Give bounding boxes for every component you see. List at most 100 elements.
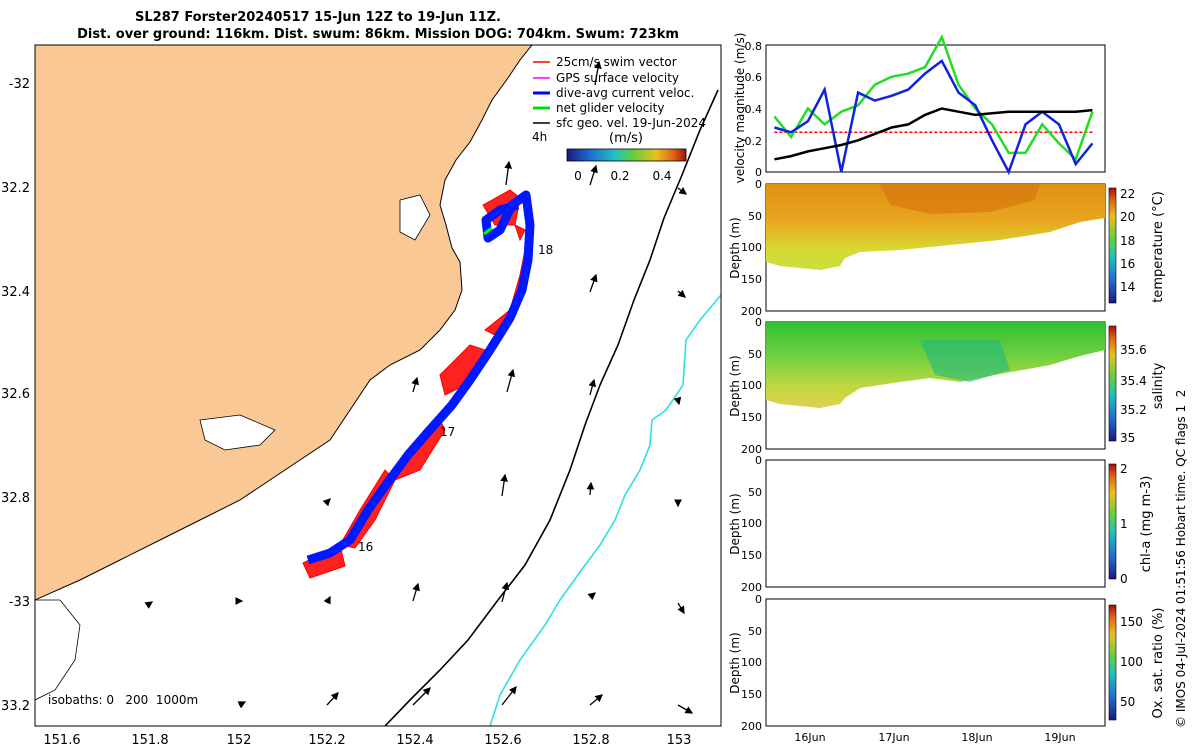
sal-cbar-tick: 35 [1120,431,1135,445]
salinity-cbar-label: salinity [1151,362,1166,409]
depth-tick: 0 [755,593,762,606]
chla-cbar-tick: 2 [1120,462,1128,476]
oxygen-ylabel: Depth (m) [728,632,742,693]
chla-panel: Depth (m) 0 50 100 150 200 2 1 0 chl-a (… [728,454,1154,594]
map-panel: 16 17 18 [1,44,722,748]
velocity-panel: velocity magnitude (m/s) 0 0.2 0.4 0.6 0… [733,33,1106,184]
isobath-200m [384,89,719,726]
vel-tick: 0.2 [745,135,763,148]
salinity-colorbar [1108,325,1117,442]
depth-tick: 200 [741,581,762,594]
series-sfc-geo-vel- [774,107,1093,161]
temperature-warm-core [880,184,1040,214]
salinity-low-core [920,340,1010,382]
legend-4h: 4h [532,130,547,144]
temperature-ylabel: Depth (m) [728,217,742,278]
lon-tick: 152.6 [484,733,521,748]
oxygen-panel: Depth (m) 0 50 100 150 200 150 100 50 Ox… [728,593,1166,733]
ox-cbar-tick: 100 [1120,655,1143,669]
lon-tick: 153 [667,733,692,748]
ox-cbar-tick: 50 [1120,695,1135,709]
glider-track-green [483,226,493,236]
isobath-1000m [489,294,721,726]
temp-cbar-tick: 16 [1120,257,1135,271]
chla-cbar-label: chl-a (mg m-3) [1139,476,1154,573]
temp-cbar-tick: 14 [1120,280,1135,294]
legend-net: net glider velocity [556,101,664,115]
oxygen-colorbar [1108,604,1117,721]
lat-tick: 32.6 [1,387,30,402]
vel-tick: 0.8 [745,40,763,53]
sal-cbar-tick: 35.2 [1120,403,1147,417]
depth-tick: 0 [755,316,762,329]
oxygen-frame [765,598,1106,727]
depth-tick: 200 [741,305,762,318]
depth-tick: 200 [741,720,762,733]
depth-tick: 150 [741,273,762,286]
day-label-17: 17 [440,425,455,439]
temperature-colorbar [1108,187,1117,304]
depth-tick: 50 [748,486,762,499]
depth-tick: 0 [755,454,762,467]
day-label-18: 18 [538,243,553,257]
velocity-ylabel: velocity magnitude (m/s) [733,33,747,184]
lat-tick: 32.4 [1,285,30,300]
lake-1 [399,194,431,241]
oxygen-cbar-label: Ox. sat. ratio (%) [1151,608,1166,719]
map-colorbar [566,148,687,162]
chla-cbar-tick: 0 [1120,572,1128,586]
qc-note: © IMOS 04-Jul-2024 01:51:56 Hobart time.… [1174,390,1188,728]
lat-tick: -32 [9,77,30,92]
chla-cbar-tick: 1 [1120,517,1128,531]
ox-cbar-tick: 150 [1120,615,1143,629]
depth-tick: 100 [741,656,762,669]
depth-tick: 100 [741,241,762,254]
land-mass [35,45,533,601]
depth-tick: 50 [748,625,762,638]
depth-tick: 100 [741,517,762,530]
depth-tick: 50 [748,210,762,223]
chla-colorbar [1108,463,1117,580]
time-axis: 16Jun 17Jun 18Jun 19Jun [794,731,1075,744]
lon-axis: 151.6 151.8 152 152.2 152.4 152.6 152.8 … [43,733,691,748]
lat-tick: 32.8 [1,491,30,506]
vel-tick: 0.6 [745,71,763,84]
time-tick: 16Jun [794,731,825,744]
velocity-series [773,34,1094,176]
chla-frame [765,459,1106,588]
time-tick: 19Jun [1044,731,1075,744]
isobath-label: isobaths: 0 200 1000m [48,693,198,707]
legend-sfc: sfc geo. vel. 19-Jun-2024 [556,116,706,130]
legend-dive-avg: dive-avg current veloc. [556,86,694,100]
temp-cbar-tick: 20 [1120,210,1135,224]
velocity-frame [765,44,1106,173]
title-line-1: SL287 Forster20240517 15-Jun 12Z to 19-J… [135,10,501,25]
depth-tick: 150 [741,549,762,562]
vel-tick: 0 [755,166,762,179]
depth-tick: 100 [741,379,762,392]
time-tick: 18Jun [961,731,992,744]
lat-axis: -32 32.2 32.4 32.6 32.8 -33 33.2 [1,77,30,714]
lon-tick: 152 [227,733,252,748]
depth-tick: 150 [741,688,762,701]
colorbar-title: (m/s) [609,131,643,146]
title-line-2: Dist. over ground: 116km. Dist. swum: 86… [77,27,679,42]
time-tick: 17Jun [878,731,909,744]
depth-tick: 200 [741,443,762,456]
day-label-16: 16 [358,540,373,554]
temp-cbar-tick: 22 [1120,187,1135,201]
chla-ylabel: Depth (m) [728,493,742,554]
map-legend: 25cm/s swim vector GPS surface velocity … [532,55,706,183]
cbar-tick-0: 0 [574,169,582,183]
lon-tick: 152.4 [396,733,433,748]
temp-cbar-tick: 18 [1120,234,1135,248]
map-frame [34,44,722,727]
salinity-panel: Depth (m) 0 50 100 150 200 35.6 35.4 35.… [728,316,1166,456]
temperature-panel: Depth (m) 0 50 100 150 200 22 20 18 16 1… [728,178,1166,318]
temperature-field [766,184,1105,270]
sal-cbar-tick: 35.4 [1120,374,1147,388]
lat-tick: 33.2 [1,699,30,714]
lon-tick: 151.6 [43,733,80,748]
lon-tick: 152.8 [572,733,609,748]
